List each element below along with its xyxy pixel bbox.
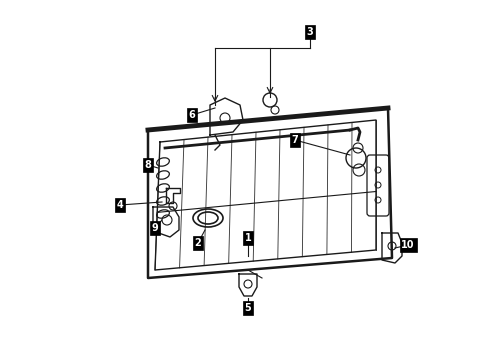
- Text: 5: 5: [245, 303, 251, 313]
- Text: 10: 10: [401, 240, 415, 250]
- Text: 2: 2: [195, 238, 201, 248]
- Text: 6: 6: [189, 110, 196, 120]
- Text: 4: 4: [117, 200, 123, 210]
- Text: 7: 7: [292, 135, 298, 145]
- Text: 8: 8: [145, 160, 151, 170]
- Text: 3: 3: [307, 27, 314, 37]
- Text: 9: 9: [151, 223, 158, 233]
- Text: 1: 1: [245, 233, 251, 243]
